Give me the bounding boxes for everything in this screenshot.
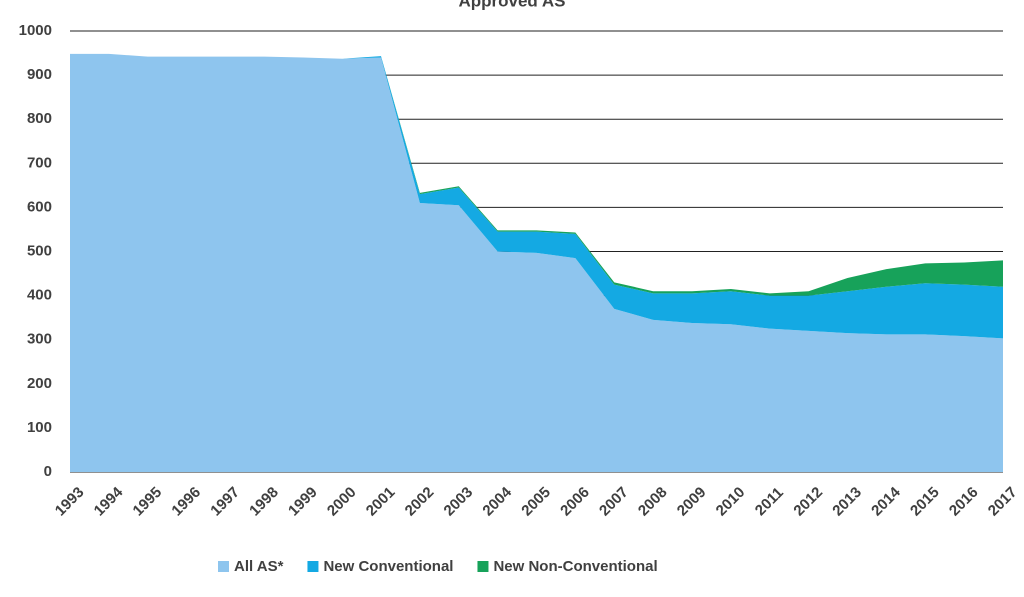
area xyxy=(70,53,1003,296)
legend-marker xyxy=(218,561,229,572)
x-tick-label: 2008 xyxy=(635,484,671,520)
x-tick-label: 2013 xyxy=(829,484,865,520)
legend-label: All AS* xyxy=(234,558,284,575)
y-tick-label: 400 xyxy=(27,287,52,304)
y-tick-label: 700 xyxy=(27,154,52,171)
y-tick-label: 800 xyxy=(27,110,52,127)
x-tick-label: 2014 xyxy=(868,483,904,519)
area xyxy=(70,53,1003,339)
y-tick-label: 600 xyxy=(27,198,52,215)
x-tick-label: 2011 xyxy=(752,484,787,519)
y-tick-label: 500 xyxy=(27,242,52,259)
x-tick-label: 2010 xyxy=(713,484,749,520)
y-tick-label: 300 xyxy=(27,331,52,348)
x-tick-label: 2007 xyxy=(596,484,632,520)
x-tick-label: 1999 xyxy=(285,484,321,520)
x-tick-label: 2015 xyxy=(907,484,943,520)
x-tick-label: 1995 xyxy=(130,484,166,520)
legend-marker xyxy=(477,561,489,572)
x-tick-label: 2016 xyxy=(946,484,982,520)
area xyxy=(70,53,1003,472)
x-tick-label: 2004 xyxy=(479,483,515,519)
legend-marker xyxy=(307,561,319,572)
y-tick-label: 0 xyxy=(44,463,52,480)
x-tick-label: 2001 xyxy=(363,484,399,520)
x-tick-label: 2002 xyxy=(402,484,438,520)
x-tick-label: 2003 xyxy=(441,484,477,520)
x-tick-label: 2012 xyxy=(790,484,826,520)
y-tick-label: 100 xyxy=(27,419,52,436)
x-tick-label: 1993 xyxy=(52,484,88,520)
x-tick-label: 2000 xyxy=(324,484,360,520)
x-tick-label: 1997 xyxy=(207,484,243,520)
x-tick-label: 2005 xyxy=(518,484,554,520)
x-tick-label: 1994 xyxy=(91,483,127,519)
x-tick-label: 2017 xyxy=(985,484,1021,520)
x-tick-label: 1996 xyxy=(168,484,204,520)
legend-label: New Conventional xyxy=(323,558,453,575)
chart-title: Approved AS xyxy=(458,0,565,10)
y-tick-label: 900 xyxy=(27,66,52,83)
legend-label: New Non-Conventional xyxy=(493,558,657,575)
x-tick-label: 2006 xyxy=(557,484,593,520)
y-tick-label: 200 xyxy=(27,375,52,392)
x-tick-label: 2009 xyxy=(674,484,710,520)
y-tick-label: 1000 xyxy=(19,22,52,39)
x-tick-label: 1998 xyxy=(246,484,282,520)
